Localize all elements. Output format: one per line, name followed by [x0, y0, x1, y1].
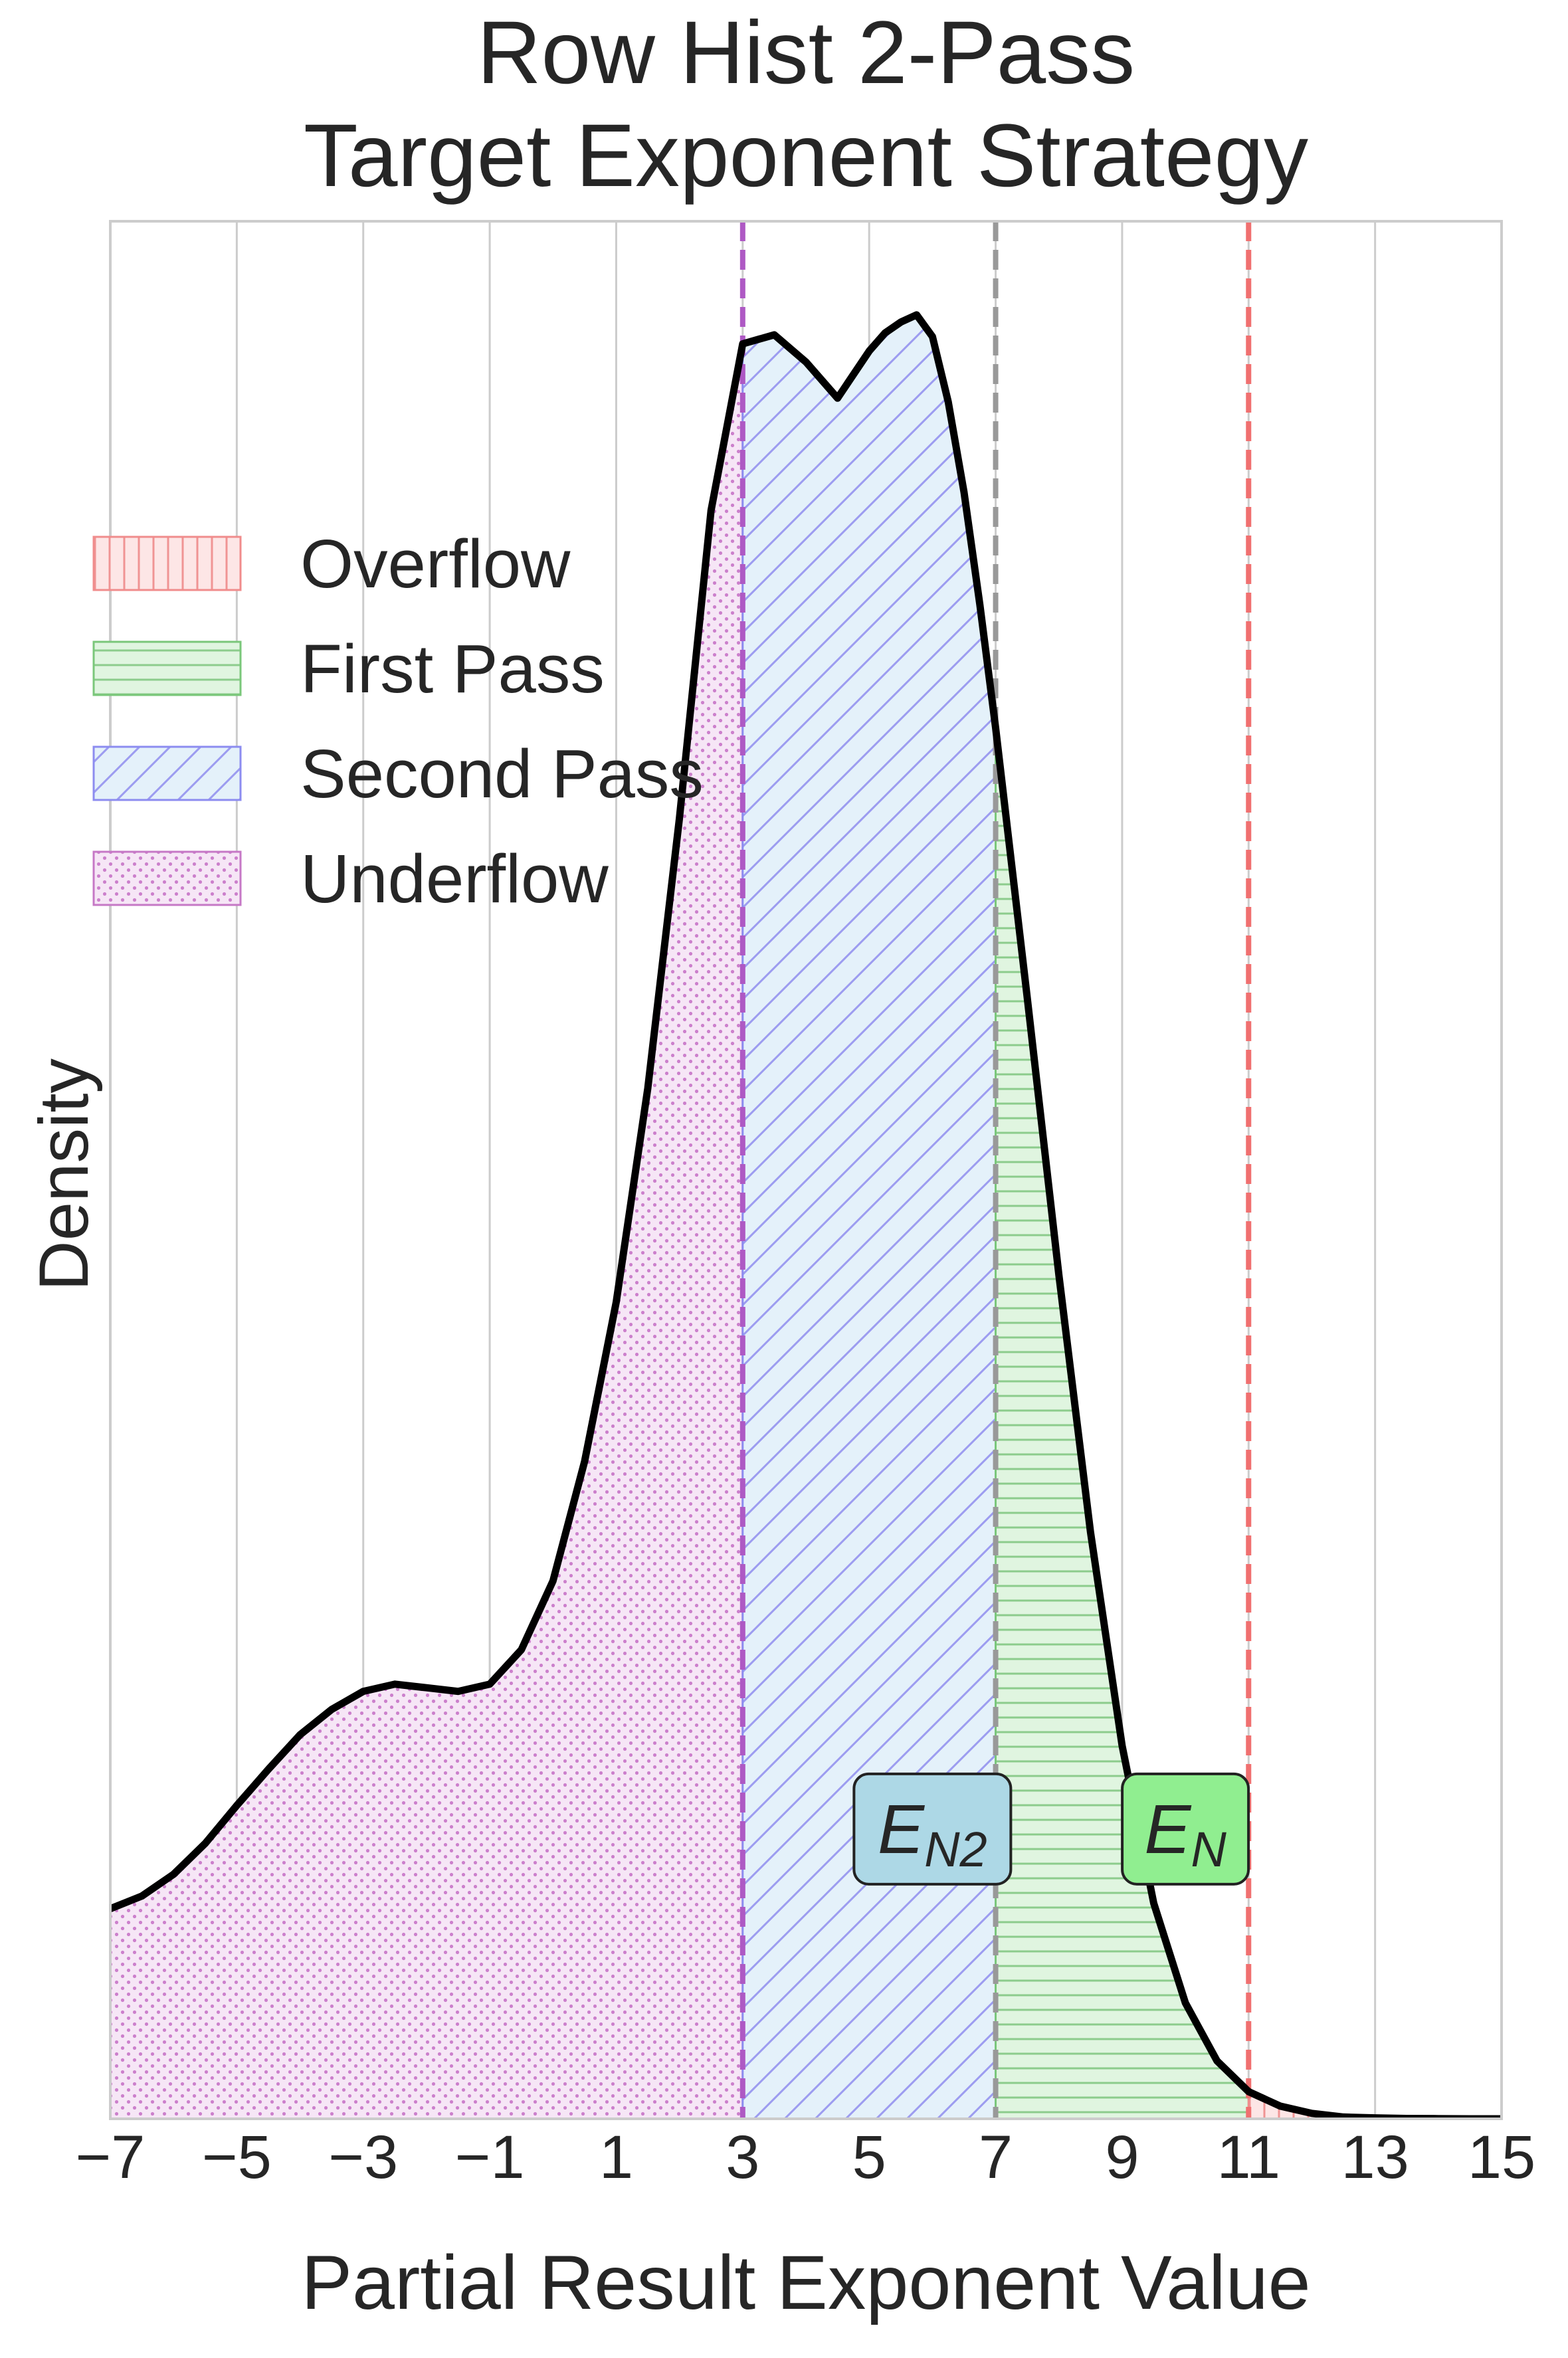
x-tick-label: 1 — [599, 2123, 633, 2191]
annotation-e-n2: EN2 — [852, 1772, 1013, 1886]
legend-swatch — [92, 640, 242, 696]
legend-swatch — [92, 850, 242, 906]
x-tick-label: 3 — [726, 2123, 759, 2191]
exponent-annotations: EN2 EN — [852, 1772, 1250, 1886]
legend: Overflow First Pass Second Pass Underflow — [92, 526, 704, 917]
legend-item-underflow: Underflow — [92, 840, 609, 917]
x-tick-labels: −7 −5 −3 −1 1 3 5 7 9 11 13 15 — [76, 2123, 1536, 2191]
y-axis-label: Density — [25, 1058, 103, 1291]
density-curve — [110, 311, 1502, 2119]
x-tick-label: 15 — [1468, 2123, 1535, 2191]
legend-swatch — [92, 745, 242, 801]
x-tick-label: 11 — [1217, 2123, 1281, 2191]
x-axis-label: Partial Result Exponent Value — [301, 2240, 1310, 2325]
legend-label: Second Pass — [300, 736, 704, 812]
x-tick-label: −3 — [328, 2123, 398, 2191]
legend-item-overflow: Overflow — [92, 526, 571, 602]
legend-label: Overflow — [300, 526, 571, 602]
legend-swatch — [92, 536, 242, 591]
annotation-box — [1121, 1772, 1250, 1886]
x-tick-label: 13 — [1341, 2123, 1409, 2191]
plot-frame — [109, 220, 1503, 2120]
annotation-e-n: EN — [1121, 1772, 1250, 1886]
annotation-label: EN2 — [878, 1791, 987, 1877]
x-tick-label: −7 — [76, 2123, 146, 2191]
chart-title-line-1: Row Hist 2-Pass — [477, 3, 1135, 102]
annotation-box — [852, 1772, 1013, 1886]
chart-title-line-2: Target Exponent Strategy — [304, 106, 1308, 205]
x-tick-label: 7 — [979, 2123, 1013, 2191]
legend-item-second-pass: Second Pass — [92, 736, 704, 812]
annotation-label: EN — [1144, 1791, 1226, 1877]
x-tick-label: 5 — [852, 2123, 886, 2191]
region-underflow — [110, 344, 744, 2119]
x-tick-label: 9 — [1105, 2123, 1139, 2191]
legend-item-first-pass: First Pass — [92, 631, 605, 707]
x-tick-label: −1 — [455, 2123, 525, 2191]
legend-label: Underflow — [300, 840, 609, 917]
x-tick-label: −5 — [202, 2123, 272, 2191]
legend-label: First Pass — [300, 631, 605, 707]
